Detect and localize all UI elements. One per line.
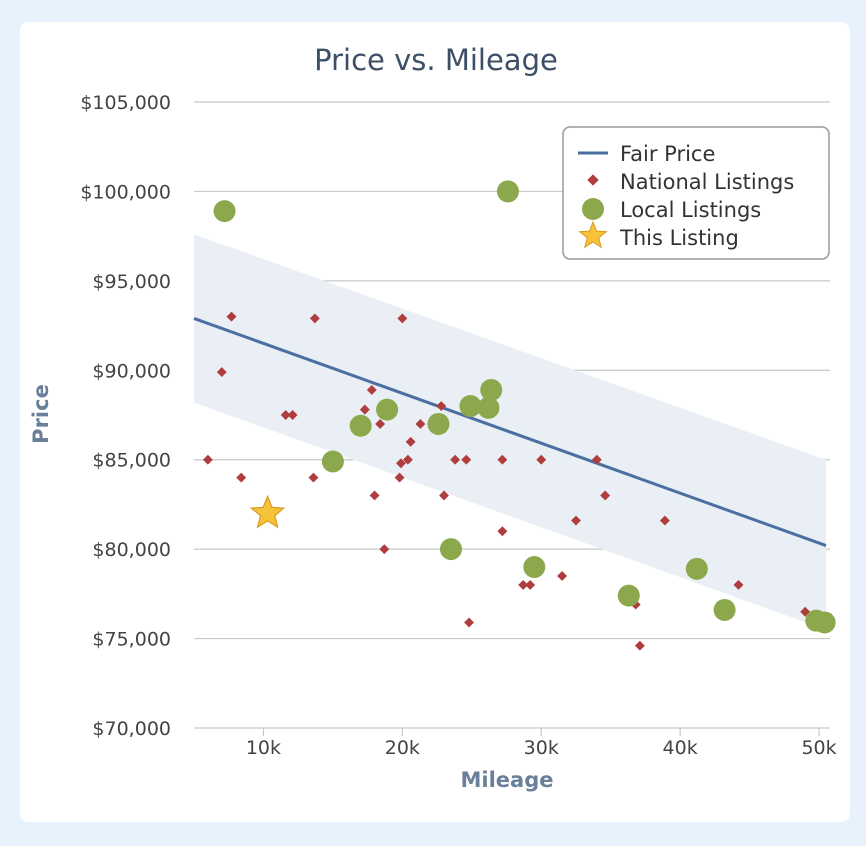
national-listing-point (415, 418, 426, 429)
national-listing-point (216, 367, 227, 378)
national-listing-point (600, 490, 611, 501)
national-listing-point (397, 313, 408, 324)
national-listing-point (634, 640, 645, 651)
fair-price-line (193, 317, 827, 547)
y-tick-label: $105,000 (80, 92, 171, 114)
legend: Fair Price National Listings Local Listi… (562, 126, 830, 260)
national-listing-point (405, 436, 416, 447)
national-listing-point (309, 313, 320, 324)
local-listing-point (213, 200, 236, 223)
national-listing-point (202, 454, 213, 465)
x-tick-label: 10k (246, 737, 281, 759)
national-listing-point (525, 579, 536, 590)
legend-national-label: National Listings (620, 170, 794, 194)
y-axis-ticks: $70,000 $75,000 $80,000 $85,000 $90,000 $95,0… (80, 92, 171, 740)
y-tick-label: $85,000 (92, 450, 171, 472)
national-listing-point (439, 490, 449, 501)
national-listing-point (518, 579, 529, 590)
national-listing-point (379, 544, 390, 555)
y-tick-label: $75,000 (92, 629, 171, 651)
national-listing-point (659, 515, 670, 526)
local-listings-layer (213, 180, 836, 634)
local-listing-point (685, 557, 708, 580)
legend-national-swatch (587, 174, 599, 186)
national-listing-point (375, 418, 386, 429)
local-listing-point (713, 598, 736, 621)
national-listing-point (394, 472, 405, 483)
legend-local-swatch (582, 198, 604, 220)
fair-price-line-layer (193, 317, 827, 547)
legend-local-label: Local Listings (620, 198, 761, 222)
national-listing-point (436, 401, 447, 412)
national-listings-layer (202, 311, 811, 651)
national-listing-point (464, 617, 474, 628)
x-axis-ticks: 10k 20k 30k 40k 50k (246, 728, 837, 759)
local-listing-point (813, 611, 836, 634)
x-axis-label: Mileage (461, 768, 554, 792)
y-tick-label: $80,000 (92, 539, 171, 561)
legend-this-listing-swatch (578, 220, 608, 249)
local-listing-point (459, 395, 482, 418)
local-listing-point (496, 180, 519, 203)
local-listing-point (477, 396, 500, 419)
national-listing-point (733, 579, 744, 590)
national-listing-point (497, 526, 508, 537)
national-listing-point (557, 571, 568, 581)
this-listing-layer (249, 494, 286, 529)
local-listing-point (439, 538, 462, 561)
national-listing-point (591, 454, 602, 465)
national-listing-point (461, 454, 472, 465)
local-listing-point (376, 398, 399, 421)
national-listing-point (226, 311, 237, 322)
local-listing-point (617, 584, 640, 607)
national-listing-point (236, 472, 247, 483)
legend-box (562, 126, 830, 260)
legend-fair-price-label: Fair Price (620, 142, 715, 166)
national-listing-point (369, 490, 380, 501)
chart-title: Price vs. Mileage (314, 43, 558, 77)
y-axis-label: Price (29, 384, 53, 444)
x-tick-label: 30k (524, 737, 559, 759)
this-listing-point (249, 494, 286, 529)
y-tick-label: $95,000 (92, 271, 171, 293)
legend-this-listing-label: This Listing (619, 226, 739, 250)
local-listing-point (523, 556, 546, 579)
national-listing-point (536, 454, 547, 465)
national-listing-point (396, 458, 406, 469)
price-mileage-chart: Price vs. Mileage $70,000$75,000$80,000$… (29, 43, 837, 792)
y-tick-label: $90,000 (92, 360, 171, 382)
national-listing-point (450, 454, 461, 465)
national-listing-point (402, 454, 413, 465)
x-tick-label: 40k (663, 737, 698, 759)
national-listing-point (571, 515, 581, 526)
national-listing-point (366, 385, 377, 395)
local-listing-point (427, 412, 450, 435)
national-listing-point (280, 410, 291, 420)
national-listing-point (287, 410, 298, 420)
national-listing-point (308, 472, 319, 483)
local-listing-point (349, 414, 372, 437)
national-listing-point (497, 454, 508, 465)
national-listing-point (359, 404, 370, 415)
y-tick-label: $100,000 (80, 181, 171, 203)
y-tick-label: $70,000 (92, 718, 171, 740)
chart-card: Price vs. Mileage $70,000 $75,000 $80,000 $… (20, 22, 850, 822)
x-tick-label: 20k (385, 737, 420, 759)
local-listing-point (321, 450, 344, 473)
x-tick-label: 50k (801, 737, 836, 759)
local-listing-point (480, 378, 503, 401)
